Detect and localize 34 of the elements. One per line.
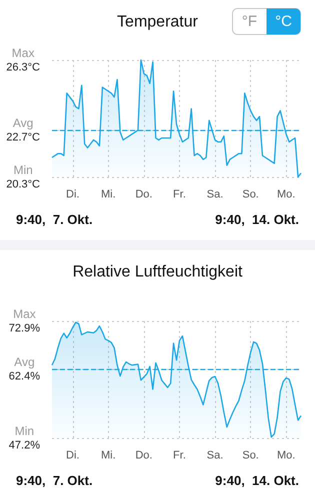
text: 9:40, 7. Okt.: [16, 473, 93, 488]
x-tick-label: Sa.: [206, 450, 224, 462]
x-tick-label: Mo.: [277, 450, 296, 462]
x-tick-label: Do.: [135, 188, 152, 200]
text: Max: [13, 307, 36, 321]
y-tick-label: 22.7°C: [6, 132, 40, 144]
x-tick-label: So.: [242, 450, 259, 462]
text: 9:40, 14. Okt.: [215, 473, 300, 488]
text: Max: [12, 46, 34, 60]
text: Min: [14, 424, 34, 438]
x-tick-label: Fr.: [173, 188, 186, 200]
y-tick-label: 20.3°C: [6, 178, 40, 190]
x-tick-label: Fr.: [173, 450, 186, 462]
text: 9:40, 7. Okt.: [16, 212, 93, 227]
x-tick-label: Mi.: [100, 450, 116, 462]
text: °F: [242, 13, 258, 30]
text: °C: [275, 13, 292, 30]
y-tick-label: 26.3°C: [6, 62, 40, 74]
chart-title: Relative Luftfeuchtigkeit: [72, 264, 243, 280]
y-tick-label: 47.2%: [8, 440, 40, 452]
x-tick-label: Sa.: [206, 188, 224, 200]
x-tick-label: Mi.: [100, 188, 116, 200]
x-tick-label: Do.: [135, 450, 152, 462]
chart-title: Temperatur: [117, 14, 199, 30]
x-tick-label: Di.: [66, 450, 80, 462]
text: Avg: [12, 116, 34, 130]
text: 9:40, 14. Okt.: [215, 212, 300, 227]
x-tick-label: Mo.: [277, 188, 296, 200]
text: Avg: [14, 354, 35, 369]
y-tick-label: 72.9%: [8, 322, 40, 334]
x-tick-label: So.: [242, 188, 259, 200]
text: Min: [13, 163, 33, 177]
y-tick-label: 62.4%: [8, 370, 40, 382]
x-tick-label: Di.: [66, 188, 80, 200]
